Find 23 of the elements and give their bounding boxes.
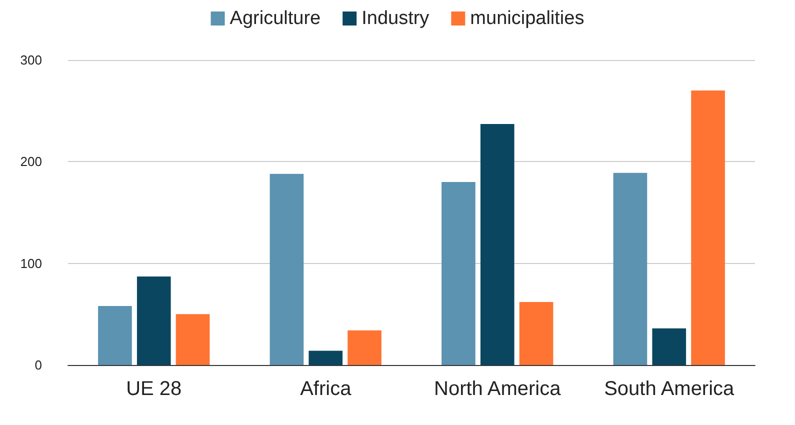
legend-label: Industry (362, 8, 430, 29)
bar (691, 90, 725, 365)
legend-label: Agriculture (230, 8, 321, 29)
bar (176, 314, 210, 365)
legend-label: municipalities (470, 8, 584, 29)
bar (308, 350, 343, 365)
bar (480, 124, 514, 365)
x-tick-label: South America (604, 378, 736, 400)
bar (613, 172, 648, 365)
y-tick-label: 200 (20, 154, 42, 170)
y-tick-label: 100 (20, 256, 42, 271)
y-tick-label: 300 (20, 52, 42, 68)
y-tick-label: 0 (34, 358, 42, 372)
bar (270, 174, 304, 365)
x-tick-label: North America (434, 378, 562, 400)
bar (98, 306, 132, 365)
bar (442, 182, 476, 365)
bar (136, 276, 171, 365)
x-tick-label: UE 28 (126, 378, 182, 400)
bar (652, 328, 686, 365)
bar (348, 330, 382, 365)
bar (519, 302, 554, 365)
x-tick-label: Africa (300, 378, 352, 400)
